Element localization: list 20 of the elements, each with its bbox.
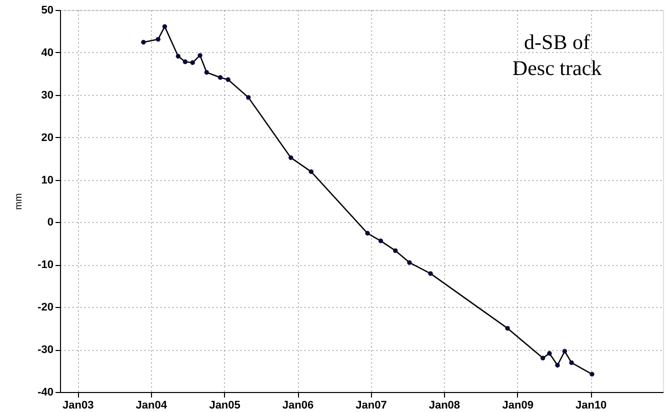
y-tick-label: -10 (38, 259, 54, 272)
x-tick-label: Jan04 (136, 400, 168, 412)
y-tick-label: 40 (41, 46, 54, 59)
x-tick-label: Jan05 (209, 400, 240, 412)
y-tick-label: -40 (38, 386, 54, 398)
x-tick-label: Jan08 (428, 400, 460, 412)
annotation: d-SB of Desc track (512, 30, 602, 80)
x-tick-label: Jan09 (502, 400, 534, 412)
y-tick-label: 20 (41, 132, 54, 144)
y-tick-label: 50 (41, 4, 54, 16)
x-tick-label: Jan06 (282, 400, 314, 412)
y-axis-title: mm (14, 193, 25, 210)
y-tick-label: 0 (47, 216, 54, 229)
x-tick-label: Jan10 (575, 400, 607, 412)
y-tick-label: -20 (38, 302, 54, 314)
y-tick-label: 10 (41, 174, 54, 186)
y-tick-label: -30 (38, 344, 54, 356)
y-tick-label: 30 (41, 89, 54, 102)
x-tick-label: Jan07 (356, 400, 387, 412)
x-tick-label: Jan03 (62, 400, 94, 412)
